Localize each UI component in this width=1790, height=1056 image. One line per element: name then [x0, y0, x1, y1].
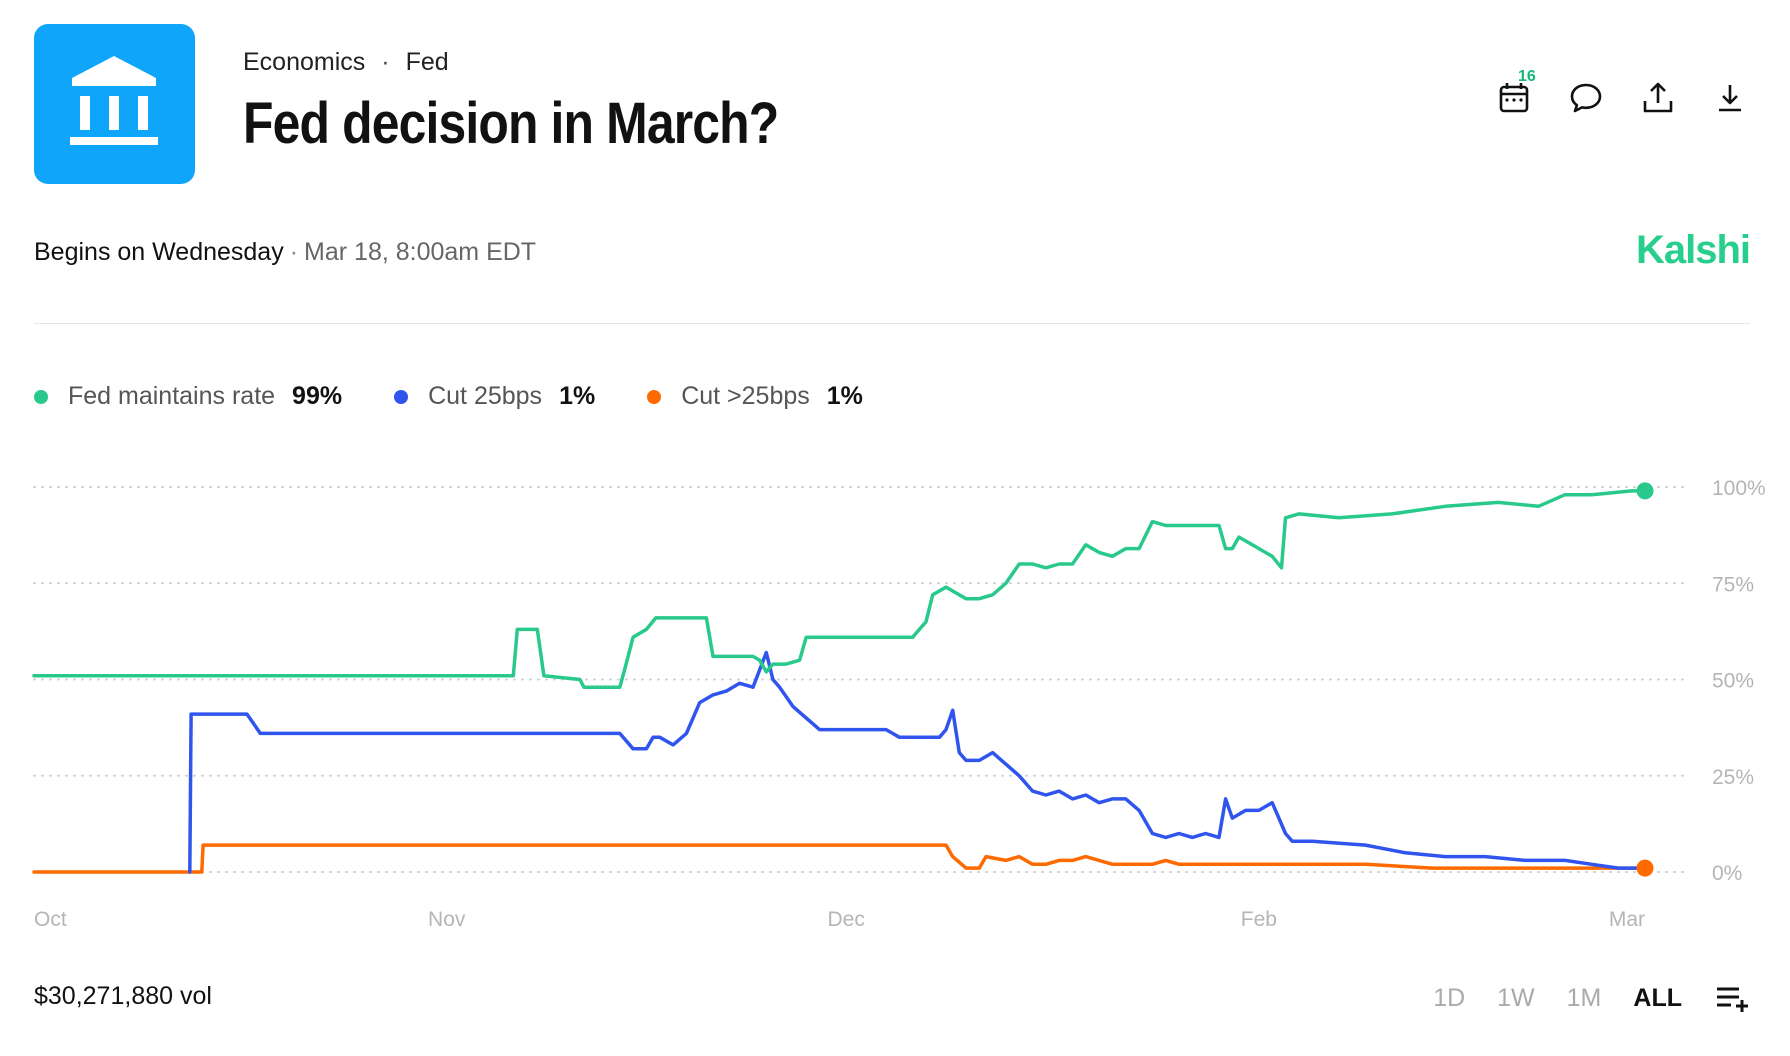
- x-tick-label: Oct: [34, 908, 67, 931]
- legend-value: 1%: [559, 382, 596, 410]
- share-button[interactable]: [1638, 78, 1678, 118]
- header-actions: 16: [1494, 68, 1750, 118]
- legend-dot-maintain: [34, 389, 48, 404]
- series-end-marker: [1636, 859, 1654, 877]
- volume-label: $30,271,880 vol: [34, 982, 212, 1010]
- y-tick-label: 75%: [1712, 573, 1754, 596]
- breadcrumb-subcategory[interactable]: Fed: [405, 48, 449, 76]
- calendar-button[interactable]: 16: [1494, 68, 1536, 118]
- range-1w[interactable]: 1W: [1497, 983, 1535, 1012]
- series-line: [32, 843, 1647, 874]
- x-tick-label: Nov: [428, 908, 466, 931]
- download-button[interactable]: [1710, 78, 1750, 118]
- legend-name: Cut >25bps: [681, 382, 810, 410]
- y-tick-label: 25%: [1712, 766, 1754, 789]
- begins-datetime: Mar 18, 8:00am EDT: [304, 238, 537, 266]
- range-1m[interactable]: 1M: [1566, 983, 1602, 1012]
- legend-item-cut-over-25[interactable]: Cut >25bps 1%: [647, 382, 863, 411]
- x-tick-label: Dec: [827, 908, 864, 931]
- probability-chart[interactable]: 0% 25% 50% 75% 100% Oct Nov Dec Feb Mar: [0, 440, 1790, 940]
- breadcrumb: Economics · Fed: [243, 48, 449, 77]
- legend-value: 99%: [292, 382, 343, 410]
- x-tick-label: Mar: [1609, 908, 1645, 931]
- legend-name: Fed maintains rate: [68, 382, 276, 410]
- bank-building-icon: [70, 56, 158, 145]
- legend-dot-cut-over-25: [647, 389, 662, 404]
- schedule-line: Begins on Wednesday · Mar 18, 8:00am EDT: [34, 238, 536, 267]
- y-tick-label: 100%: [1712, 477, 1766, 500]
- share-icon: [1643, 82, 1673, 113]
- begins-label: Begins on Wednesday: [34, 238, 284, 266]
- legend-value: 1%: [826, 382, 863, 410]
- comment-button[interactable]: [1566, 78, 1606, 118]
- legend-dot-cut-25: [394, 389, 409, 404]
- y-tick-label: 50%: [1712, 670, 1754, 693]
- page-title: Fed decision in March?: [243, 91, 779, 156]
- legend-item-maintain[interactable]: Fed maintains rate 99%: [34, 382, 342, 411]
- x-tick-label: Feb: [1241, 908, 1277, 931]
- breadcrumb-category[interactable]: Economics: [243, 48, 366, 76]
- category-logo: [34, 24, 195, 184]
- download-icon: [1719, 85, 1741, 112]
- legend-name: Cut 25bps: [428, 382, 543, 410]
- series-line: [188, 650, 1647, 874]
- range-1d[interactable]: 1D: [1433, 983, 1466, 1012]
- playlist-add-icon: [1717, 987, 1748, 1012]
- schedule-separator: ·: [289, 238, 299, 266]
- chart-legend: Fed maintains rate 99% Cut 25bps 1% Cut …: [34, 382, 915, 411]
- brand-logo[interactable]: Kalshi: [1635, 228, 1751, 272]
- playlist-add-button[interactable]: [1714, 980, 1750, 1016]
- divider: [34, 323, 1750, 324]
- range-all[interactable]: ALL: [1633, 983, 1682, 1012]
- legend-item-cut-25[interactable]: Cut 25bps 1%: [394, 382, 595, 411]
- calendar-icon: [1499, 83, 1529, 113]
- series-end-marker: [1636, 482, 1654, 500]
- breadcrumb-separator: ·: [381, 48, 390, 76]
- calendar-badge: 16: [1518, 68, 1536, 85]
- time-range-selector: 1D 1W 1M ALL: [1433, 980, 1750, 1016]
- y-tick-label: 0%: [1712, 862, 1742, 885]
- series-line: [32, 489, 1647, 689]
- comment-icon: [1570, 83, 1602, 113]
